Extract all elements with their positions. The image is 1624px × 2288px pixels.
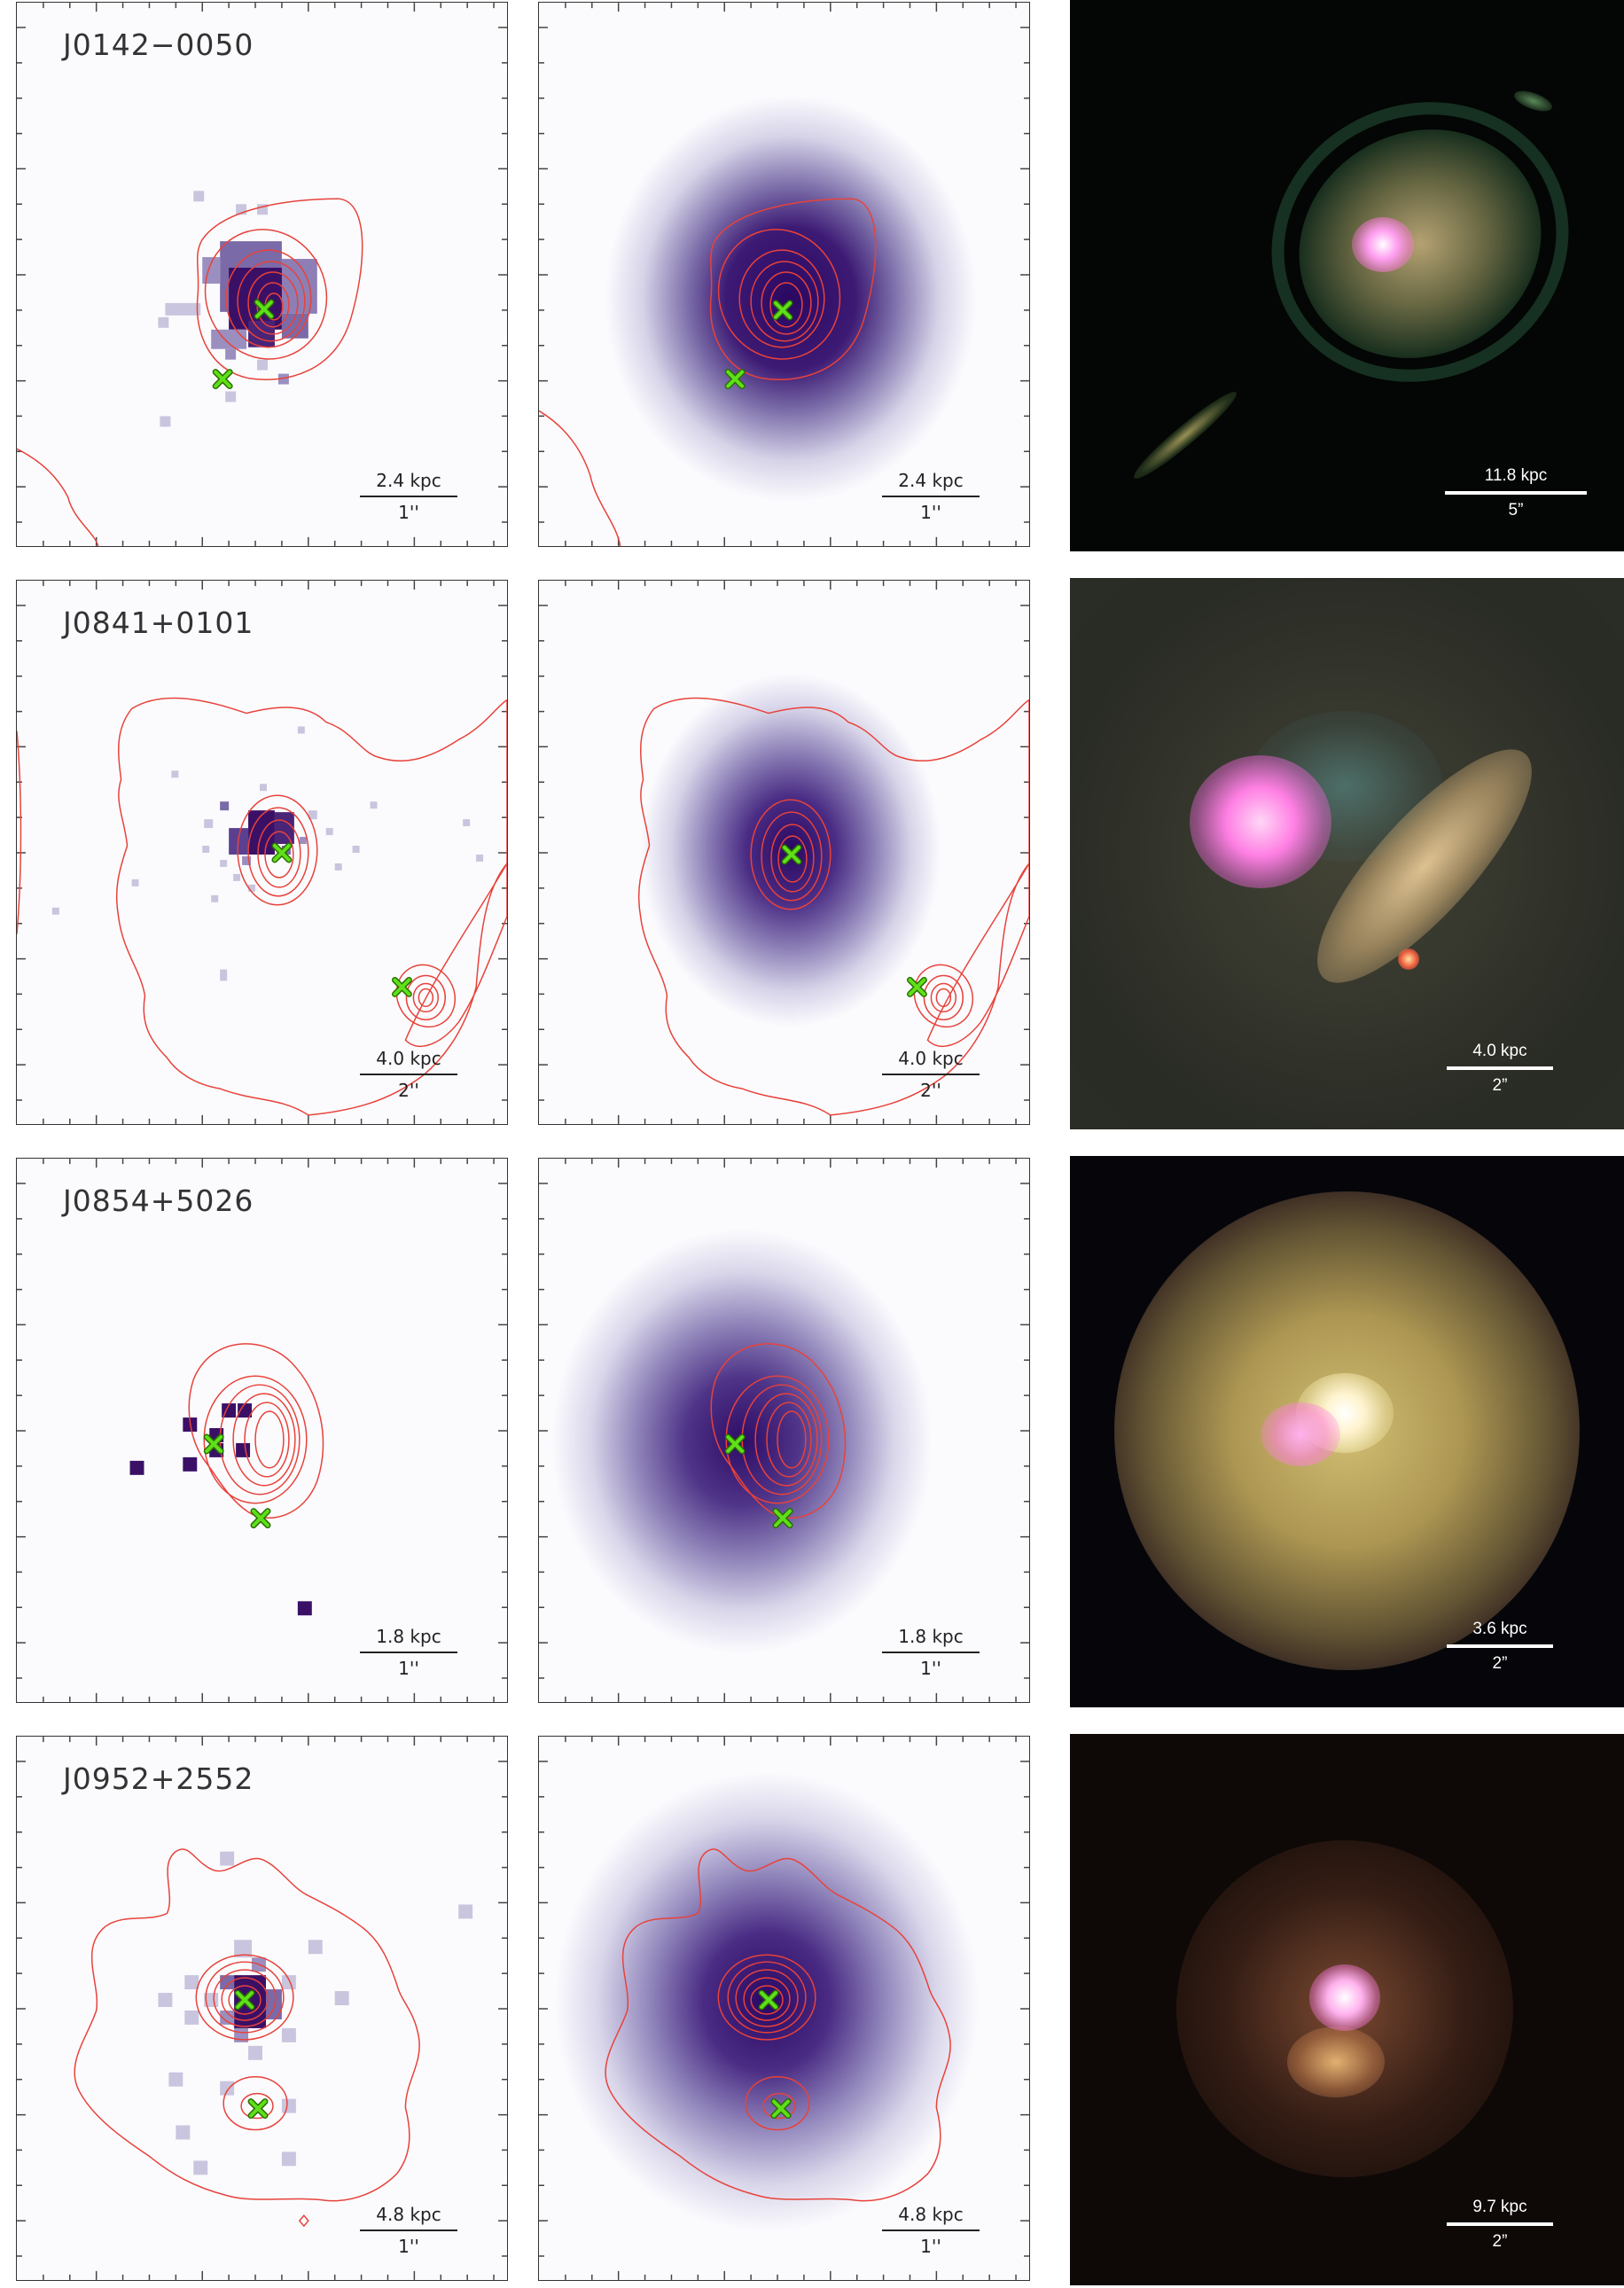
xray-counts-panel: J0841+0101 4.0 kpc 2''	[16, 580, 508, 1125]
model-map	[539, 3, 1029, 546]
optical-image-panel: 11.8 kpc 5”	[1070, 0, 1624, 551]
photo-scale-bar-line	[1447, 1644, 1553, 1648]
physical-scale-text: 4.0 kpc	[898, 1048, 964, 1069]
physical-scale-text: 1.8 kpc	[898, 1626, 964, 1647]
scale-bar: 4.0 kpc 2''	[360, 1050, 457, 1099]
scale-bar-line	[882, 496, 980, 497]
scale-bar: 2.4 kpc 1''	[882, 472, 980, 521]
scale-bar: 4.0 kpc 2''	[882, 1050, 980, 1099]
x-cross-icon	[783, 846, 926, 996]
object-name-label: J0854+5026	[63, 1183, 254, 1218]
angular-scale-text: 1''	[920, 1658, 941, 1679]
scale-bar-line	[882, 2229, 980, 2231]
scale-bar: 1.8 kpc 1''	[360, 1628, 457, 1677]
photo-scale-bar: 4.0 kpc 2”	[1447, 1042, 1553, 1094]
x-cross-icon	[760, 1991, 790, 2118]
x-cross-icon	[236, 1991, 267, 2118]
angular-scale-text: 2''	[398, 1080, 419, 1101]
scale-bar-line	[360, 1074, 457, 1075]
x-cross-icon	[205, 1434, 269, 1527]
scale-bar: 4.8 kpc 1''	[882, 2206, 980, 2255]
scale-bar-line	[882, 1652, 980, 1653]
object-name-label: J0952+2552	[63, 1761, 254, 1796]
x-cross-icon	[272, 844, 411, 996]
count-pixels	[51, 726, 484, 981]
angular-scale-text: 1''	[398, 502, 419, 523]
photo-scale-bar: 3.6 kpc 2”	[1447, 1620, 1553, 1672]
angular-scale-text: 2''	[920, 1080, 941, 1101]
scale-bar: 4.8 kpc 1''	[360, 2206, 457, 2255]
photo-angular-scale-text: 2”	[1492, 1076, 1508, 1095]
angular-scale-text: 1''	[398, 2236, 419, 2257]
physical-scale-text: 4.8 kpc	[376, 2204, 441, 2225]
edge-on-galaxy	[1128, 385, 1243, 486]
model-map	[539, 581, 1029, 1124]
photo-scale-bar: 9.7 kpc 2”	[1447, 2198, 1553, 2250]
x-cross-icon	[726, 1434, 792, 1527]
optical-image-panel: 4.0 kpc 2”	[1070, 578, 1624, 1129]
photo-physical-scale-text: 11.8 kpc	[1484, 466, 1548, 485]
counts-map	[17, 581, 507, 1124]
scale-bar-line	[882, 1074, 980, 1075]
counts-map	[17, 3, 507, 546]
optical-image-panel: 3.6 kpc 2”	[1070, 1156, 1624, 1707]
model-panel: 1.8 kpc 1''	[538, 1158, 1030, 1703]
object-name-label: J0841+0101	[63, 605, 254, 640]
scale-bar-line	[360, 496, 457, 497]
photo-physical-scale-text: 3.6 kpc	[1472, 1620, 1527, 1638]
model-map	[539, 1159, 1029, 1702]
photo-scale-bar-line	[1447, 1066, 1553, 1070]
model-panel: 2.4 kpc 1''	[538, 2, 1030, 547]
scale-bar-line	[360, 1652, 457, 1653]
photo-physical-scale-text: 9.7 kpc	[1472, 2198, 1527, 2216]
angular-scale-text: 1''	[920, 2236, 941, 2257]
model-panel: 4.8 kpc 1''	[538, 1736, 1030, 2281]
host-nucleus-glow	[1190, 755, 1331, 888]
optical-image-panel: 9.7 kpc 2”	[1070, 1734, 1624, 2285]
model-panel: 4.0 kpc 2''	[538, 580, 1030, 1125]
photo-scale-bar: 11.8 kpc 5”	[1445, 467, 1587, 519]
physical-scale-text: 1.8 kpc	[376, 1626, 441, 1647]
nucleus-glow	[1309, 1964, 1380, 2031]
scale-bar: 2.4 kpc 1''	[360, 472, 457, 521]
photo-angular-scale-text: 5”	[1508, 501, 1524, 519]
scale-bar: 1.8 kpc 1''	[882, 1628, 980, 1677]
counts-map	[17, 1159, 507, 1702]
physical-scale-text: 2.4 kpc	[898, 470, 964, 491]
photo-angular-scale-text: 2”	[1492, 1654, 1508, 1673]
x-cross-icon	[726, 301, 792, 388]
model-map	[539, 1737, 1029, 2280]
xray-counts-panel: J0142−0050 2.4 kpc 1''	[16, 2, 508, 547]
angular-scale-text: 1''	[398, 1658, 419, 1679]
counts-map	[17, 1737, 507, 2280]
photo-scale-bar-line	[1447, 2222, 1553, 2226]
companion-nucleus	[1398, 949, 1419, 970]
xray-counts-panel: J0854+5026 1.8 kpc 1''	[16, 1158, 508, 1703]
angular-scale-text: 1''	[920, 502, 941, 523]
object-name-label: J0142−0050	[63, 27, 254, 62]
small-galaxy	[1511, 86, 1555, 116]
xray-counts-panel: J0952+2552 4.8 kpc 1''	[16, 1736, 508, 2281]
contours	[17, 198, 363, 546]
photo-angular-scale-text: 2”	[1492, 2232, 1508, 2251]
physical-scale-text: 4.0 kpc	[376, 1048, 441, 1069]
physical-scale-text: 2.4 kpc	[376, 470, 441, 491]
spiral-arms	[1225, 53, 1615, 431]
photo-physical-scale-text: 4.0 kpc	[1472, 1042, 1527, 1060]
lower-component	[1287, 2026, 1385, 2097]
physical-scale-text: 4.8 kpc	[898, 2204, 964, 2225]
count-pixels	[158, 1851, 473, 2175]
pink-nucleus-glow	[1261, 1402, 1340, 1466]
scale-bar-line	[360, 2229, 457, 2231]
nucleus-glow	[1352, 217, 1414, 272]
photo-scale-bar-line	[1445, 491, 1587, 495]
